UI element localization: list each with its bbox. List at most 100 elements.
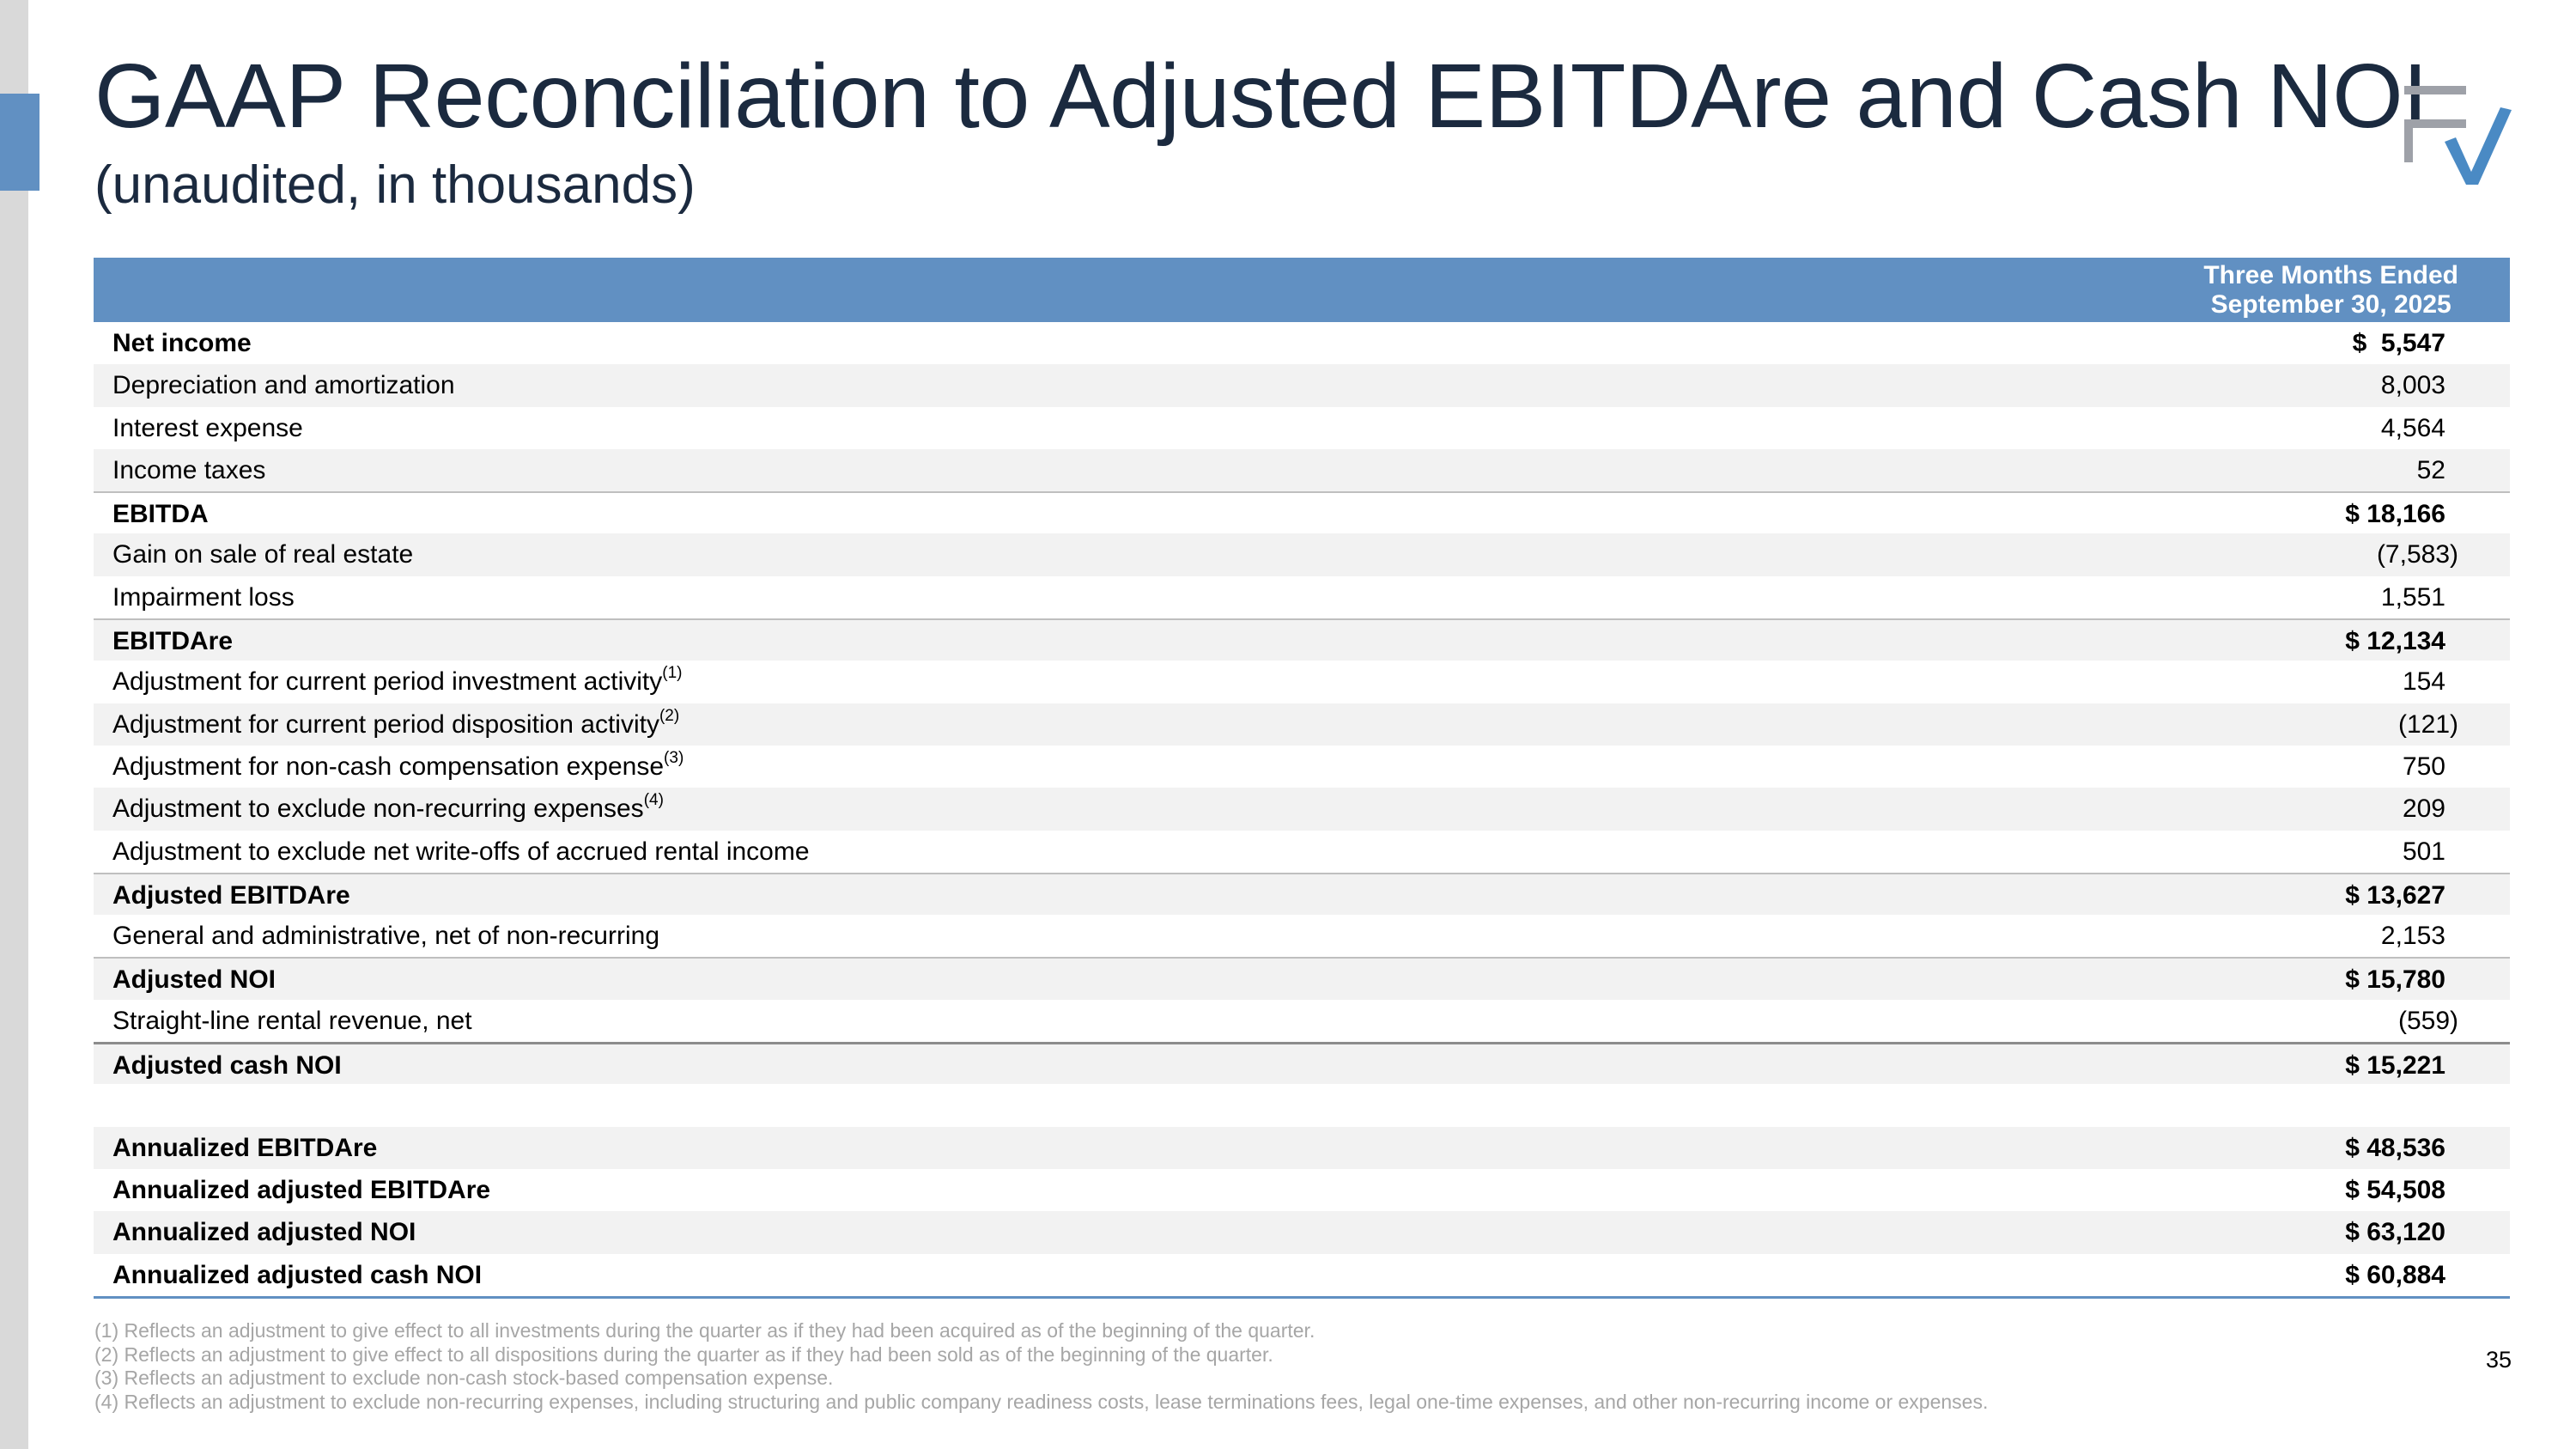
table-row: Adjusted EBITDAre $ 13,627	[94, 872, 2510, 916]
page-subtitle: (unaudited, in thousands)	[94, 155, 696, 215]
table-row: Annualized adjusted cash NOI $ 60,884	[94, 1254, 2510, 1296]
left-margin-bar	[0, 0, 28, 1449]
table-row: Depreciation and amortization 8,003	[94, 364, 2510, 407]
row-label: Adjustment for current period investment…	[112, 661, 683, 703]
table-row: Adjustment to exclude non-recurring expe…	[94, 788, 2510, 831]
table-row: Adjustment for current period dispositio…	[94, 703, 2510, 746]
row-label-text: Adjustment to exclude net write-offs of …	[112, 837, 810, 866]
footnote-4: (4) Reflects an adjustment to exclude no…	[94, 1390, 1989, 1413]
row-value: $ 12,134	[2345, 627, 2445, 656]
row-value: $ 60,884	[2345, 1260, 2445, 1289]
table-row: Income taxes 52	[94, 448, 2510, 492]
column-header-line1: Three Months Ended	[2203, 261, 2458, 289]
table-row: Straight-line rental revenue, net (559)	[94, 1000, 2510, 1042]
row-value: $ 5,547	[2352, 329, 2445, 357]
row-label: Interest expense	[112, 407, 303, 449]
row-label: EBITDAre	[112, 620, 233, 662]
company-logo-icon	[2404, 86, 2512, 185]
footnote-ref: (2)	[659, 706, 680, 725]
table-row: Adjustment for current period investment…	[94, 661, 2510, 703]
row-label-text: Annualized adjusted EBITDAre	[112, 1175, 491, 1204]
row-label: Impairment loss	[112, 576, 295, 618]
row-value: $ 54,508	[2345, 1175, 2445, 1204]
row-value: 154	[2402, 667, 2445, 697]
row-label-text: Gain on sale of real estate	[112, 540, 414, 569]
table-row: Annualized EBITDAre $ 48,536	[94, 1126, 2510, 1169]
row-label-text: Annualized adjusted NOI	[112, 1218, 416, 1247]
row-value: (7,583)	[2376, 540, 2458, 569]
row-label-text: Adjusted EBITDAre	[112, 880, 350, 910]
row-label: Income taxes	[112, 449, 265, 491]
row-value: $ 15,780	[2345, 965, 2445, 995]
row-value: $ 13,627	[2345, 880, 2445, 910]
table-row	[94, 1084, 2510, 1126]
row-label: Adjustment to exclude non-recurring expe…	[112, 788, 664, 830]
table-row: Adjusted NOI $ 15,780	[94, 957, 2510, 1000]
row-label: Annualized EBITDAre	[112, 1127, 377, 1169]
row-label-text: Net income	[112, 329, 252, 357]
footnote-ref: (4)	[643, 791, 664, 810]
row-label: EBITDA	[112, 493, 209, 535]
row-value: (121)	[2397, 709, 2458, 739]
row-value: $ 18,166	[2345, 500, 2445, 529]
table-row: Gain on sale of real estate (7,583)	[94, 533, 2510, 576]
page-number: 35	[2486, 1347, 2512, 1373]
row-label-text: Adjustment for current period investment…	[112, 667, 663, 697]
row-value: $ 63,120	[2345, 1218, 2445, 1247]
table-row: Net income $ 5,547	[94, 322, 2510, 364]
row-value: 8,003	[2380, 371, 2445, 400]
reconciliation-table: Three Months Ended September 30, 2025 Ne…	[94, 258, 2510, 1299]
table-row: Impairment loss 1,551	[94, 576, 2510, 618]
footnote-1: (1) Reflects an adjustment to give effec…	[94, 1319, 1315, 1342]
table-bottom-rule	[94, 1295, 2510, 1299]
row-label: Annualized adjusted EBITDAre	[112, 1169, 490, 1211]
row-label-text: Adjusted cash NOI	[112, 1051, 342, 1081]
column-header-line2: September 30, 2025	[2210, 290, 2451, 319]
row-value: 501	[2402, 837, 2445, 866]
row-label: Adjusted EBITDAre	[112, 874, 350, 916]
row-label-text: EBITDA	[112, 500, 209, 529]
row-value: $ 48,536	[2345, 1133, 2445, 1162]
row-label: Adjusted cash NOI	[112, 1044, 342, 1087]
row-label-text: Annualized EBITDAre	[112, 1133, 378, 1162]
page-title: GAAP Reconciliation to Adjusted EBITDAre…	[94, 46, 2428, 147]
table-header: Three Months Ended September 30, 2025	[94, 258, 2510, 322]
row-label: Net income	[112, 322, 252, 364]
row-label-text: Income taxes	[112, 455, 266, 484]
row-value: $ 15,221	[2345, 1051, 2445, 1081]
table-row: General and administrative, net of non-r…	[94, 915, 2510, 957]
table-row: Adjustment for non-cash compensation exp…	[94, 746, 2510, 788]
row-value: 1,551	[2380, 582, 2445, 612]
column-header: Three Months Ended September 30, 2025	[2203, 261, 2458, 320]
table-row: Adjustment to exclude net write-offs of …	[94, 831, 2510, 873]
row-label: General and administrative, net of non-r…	[112, 915, 659, 957]
footnote-ref: (3)	[664, 748, 684, 767]
footnote-2: (2) Reflects an adjustment to give effec…	[94, 1342, 1273, 1366]
row-label-text: EBITDAre	[112, 627, 234, 656]
row-label-text: Depreciation and amortization	[112, 371, 455, 400]
row-label: Annualized adjusted cash NOI	[112, 1254, 482, 1296]
row-label: Straight-line rental revenue, net	[112, 1000, 472, 1042]
row-label-text: Adjustment to exclude non-recurring expe…	[112, 795, 644, 824]
row-label-text: Annualized adjusted cash NOI	[112, 1260, 483, 1289]
row-label-text: Adjustment for current period dispositio…	[112, 709, 659, 739]
table-row: Adjusted cash NOI $ 15,221	[94, 1042, 2510, 1087]
row-label: Annualized adjusted NOI	[112, 1211, 416, 1253]
accent-tab	[0, 94, 39, 191]
row-label-text: General and administrative, net of non-r…	[112, 922, 660, 951]
row-value: 52	[2416, 455, 2445, 484]
row-label: Gain on sale of real estate	[112, 533, 413, 575]
row-value: 2,153	[2380, 922, 2445, 951]
table-row: EBITDAre $ 12,134	[94, 618, 2510, 661]
row-label: Adjustment to exclude net write-offs of …	[112, 831, 810, 873]
table-row: Annualized adjusted NOI $ 63,120	[94, 1211, 2510, 1254]
row-label: Adjustment for non-cash compensation exp…	[112, 746, 683, 788]
row-value: 750	[2402, 752, 2445, 781]
row-label: Adjustment for current period dispositio…	[112, 703, 679, 746]
table-row: Annualized adjusted EBITDAre $ 54,508	[94, 1169, 2510, 1211]
row-value: 4,564	[2380, 413, 2445, 442]
footnote-3: (3) Reflects an adjustment to exclude no…	[94, 1367, 834, 1389]
table-row: EBITDA $ 18,166	[94, 491, 2510, 533]
row-label-text: Interest expense	[112, 413, 303, 442]
footnote-ref: (1)	[662, 664, 683, 683]
